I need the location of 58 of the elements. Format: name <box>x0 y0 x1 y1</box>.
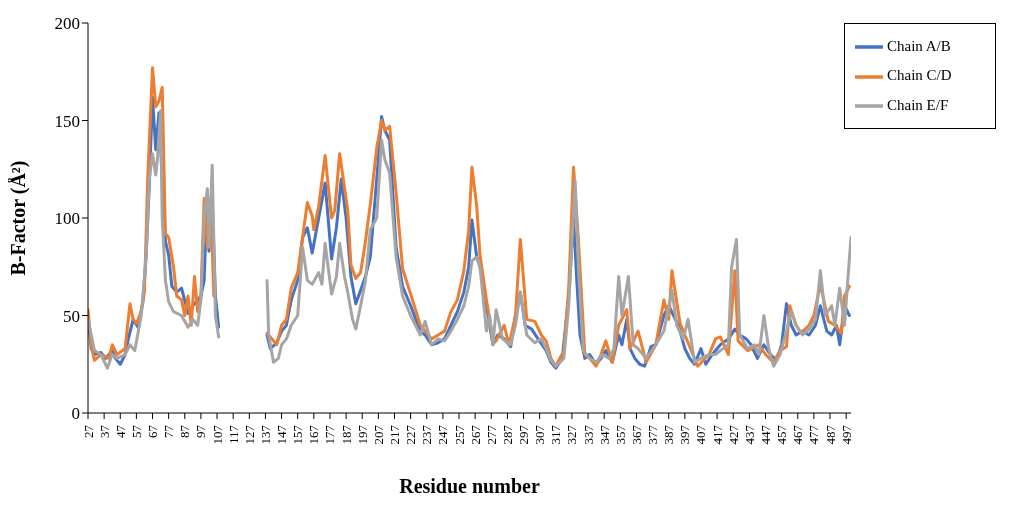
x-tick-label: 357 <box>612 424 628 445</box>
x-tick-label: 247 <box>435 424 451 445</box>
x-tick-label: 147 <box>274 424 290 445</box>
y-tick-label: 150 <box>54 111 80 131</box>
x-tick-label: 187 <box>338 424 354 445</box>
x-tick-label: 107 <box>209 424 225 445</box>
y-axis-title: B-Factor (Å²) <box>7 160 31 276</box>
x-tick-label: 487 <box>822 424 838 445</box>
x-tick-label: 237 <box>419 424 435 445</box>
x-tick-label: 327 <box>564 424 580 445</box>
x-tick-label: 47 <box>112 424 128 438</box>
x-tick-label: 267 <box>467 424 483 445</box>
y-tick-label: 0 <box>71 404 80 424</box>
x-tick-label: 157 <box>290 424 306 445</box>
x-tick-label: 477 <box>806 424 822 445</box>
x-tick-label: 397 <box>677 424 693 445</box>
x-tick-label: 277 <box>483 424 499 445</box>
y-tick-label: 50 <box>63 306 80 326</box>
x-tick-label: 167 <box>306 424 322 445</box>
x-tick-label: 417 <box>709 424 725 445</box>
x-tick-label: 407 <box>693 424 709 445</box>
legend-label: Chain E/F <box>887 96 949 113</box>
x-tick-label: 257 <box>451 424 467 445</box>
x-tick-label: 307 <box>532 424 548 445</box>
x-tick-label: 67 <box>145 424 161 438</box>
x-tick-label: 347 <box>596 424 612 445</box>
x-tick-label: 337 <box>580 424 596 445</box>
x-tick-label: 427 <box>725 424 741 445</box>
x-tick-label: 497 <box>838 424 854 445</box>
y-tick-label: 200 <box>54 14 80 34</box>
x-tick-label: 317 <box>548 424 564 445</box>
x-tick-label: 97 <box>193 424 209 438</box>
x-tick-label: 177 <box>322 424 338 445</box>
x-tick-label: 387 <box>661 424 677 445</box>
x-tick-label: 57 <box>128 424 144 438</box>
y-tick-label: 100 <box>54 209 80 229</box>
legend-label: Chain A/B <box>887 38 951 54</box>
x-tick-label: 27 <box>80 424 96 438</box>
x-tick-label: 37 <box>96 424 112 438</box>
x-tick-label: 117 <box>225 424 241 445</box>
x-tick-label: 77 <box>161 424 177 438</box>
x-tick-label: 297 <box>516 424 532 445</box>
x-tick-label: 227 <box>403 424 419 445</box>
x-tick-label: 87 <box>177 424 193 438</box>
x-tick-label: 467 <box>790 424 806 445</box>
x-tick-label: 367 <box>628 424 644 445</box>
x-tick-label: 197 <box>354 424 370 445</box>
x-tick-label: 377 <box>645 424 661 445</box>
x-axis-title: Residue number <box>399 475 540 497</box>
x-tick-label: 137 <box>257 424 273 445</box>
x-tick-label: 287 <box>499 424 515 445</box>
x-tick-label: 457 <box>774 424 790 445</box>
legend-label: Chain C/D <box>887 67 952 84</box>
x-tick-label: 207 <box>370 424 386 445</box>
x-tick-label: 217 <box>386 424 402 445</box>
x-tick-label: 127 <box>241 424 257 445</box>
x-tick-label: 437 <box>741 424 757 445</box>
x-tick-label: 447 <box>758 424 774 445</box>
